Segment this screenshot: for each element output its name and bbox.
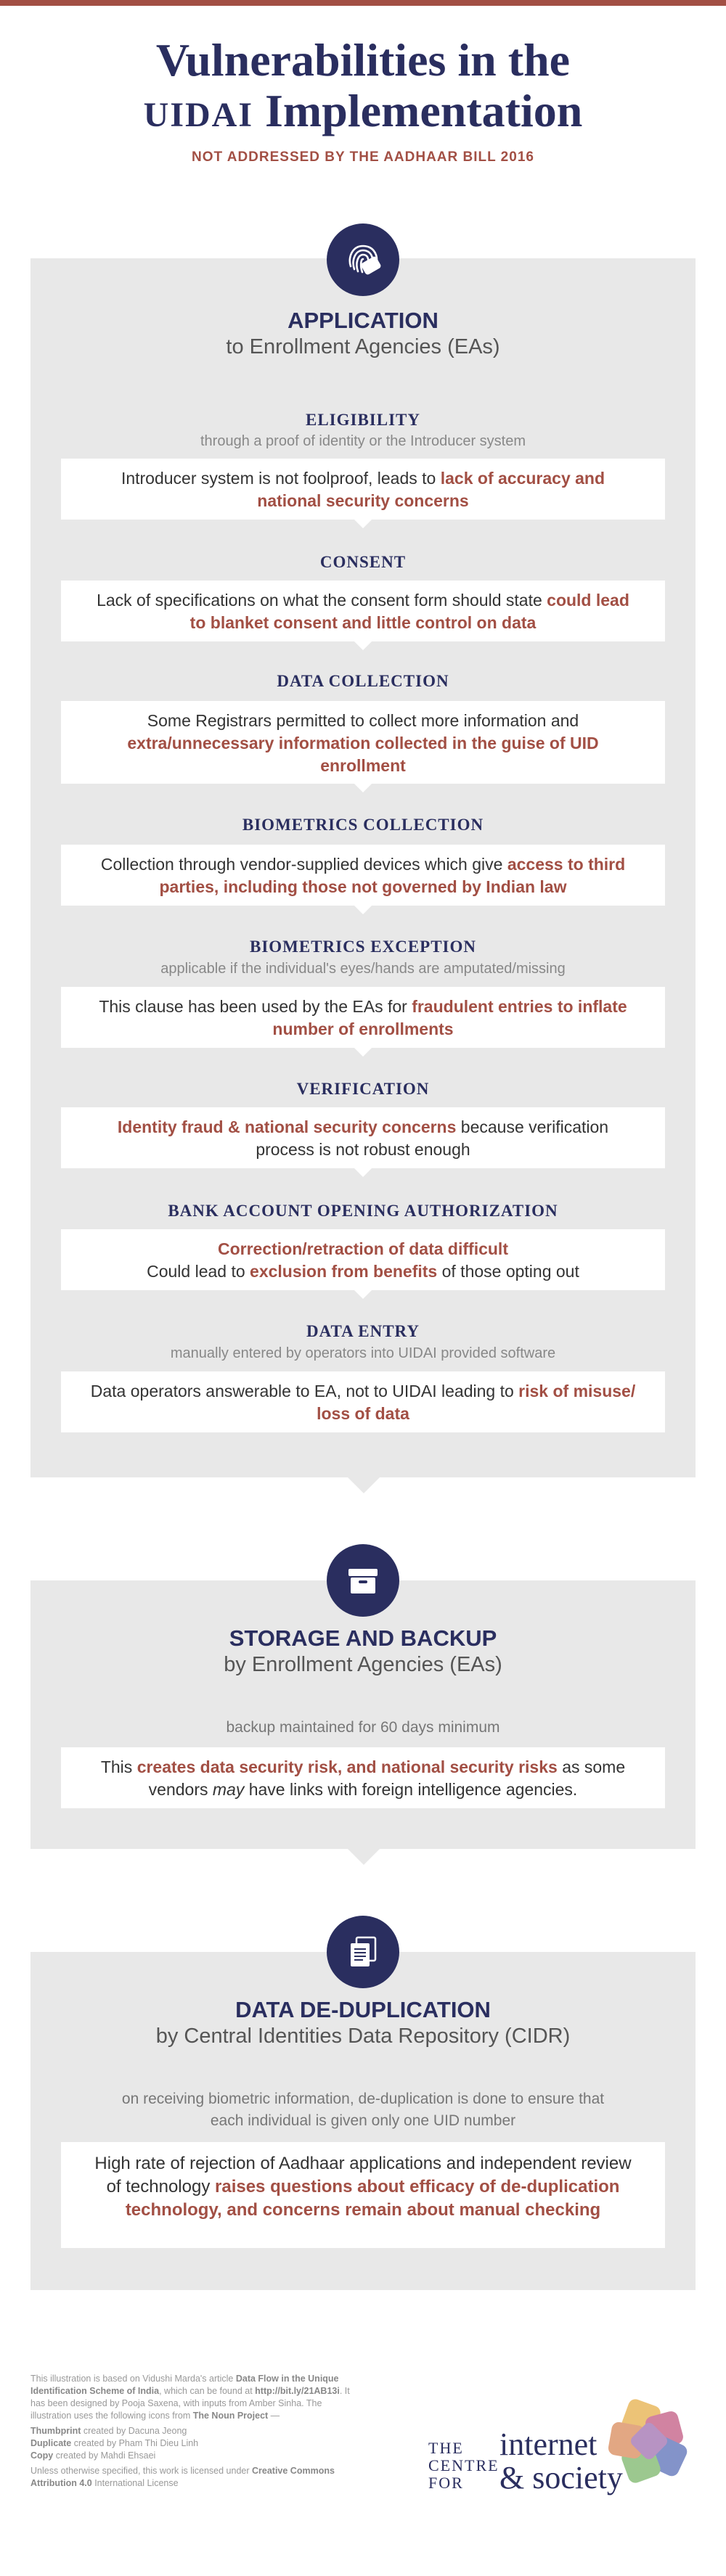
storage-text-3: have links with foreign intelligence age… [244, 1780, 578, 1799]
storage-emphasis: may [212, 1780, 245, 1799]
consent-highlight: could lead to blanket consent and little… [189, 591, 629, 632]
dedup-subtitle: by Central Identities Data Repository (C… [155, 2025, 571, 2048]
storage-note: backup maintained for 60 days minimum [226, 1719, 500, 1736]
eligibility-box: Introducer system is not foolproof, lead… [61, 459, 665, 520]
biometrics-exception-box: This clause has been used by the EAs for… [61, 987, 665, 1048]
data-entry-note: manually entered by operators into UIDAI… [170, 1345, 556, 1361]
biometrics-exception-highlight: fraudulent entries to inflate number of … [272, 997, 627, 1038]
footer-icon-credits: Thumbprint created by Dacuna Jeong Dupli… [30, 2426, 199, 2461]
eligibility-text: Introducer system is not foolproof, lead… [121, 469, 441, 488]
cis-logo-mark [608, 2399, 688, 2483]
cis-logo: THE CENTRE FOR internet & society [421, 2395, 697, 2525]
dedup-note-line-1: on receiving biometric information, de-d… [121, 2091, 605, 2107]
dedup-box: High rate of rejection of Aadhaar applic… [61, 2142, 665, 2248]
bank-account-box-notch [354, 1290, 372, 1299]
data-collection-heading: DATA COLLECTION [277, 672, 449, 690]
bank-account-text-2: of those opting out [437, 1262, 579, 1281]
storage-panel [30, 1580, 696, 1849]
biometrics-exception-note: applicable if the individual's eyes/hand… [160, 961, 566, 977]
cis-logo-wordmark: internet & society [499, 2427, 623, 2495]
consent-heading: CONSENT [319, 553, 407, 571]
dedup-note-line-2: each individual is given only one UID nu… [210, 2112, 516, 2129]
archive-box-icon [327, 1544, 399, 1617]
title-uidai: UIDAI [143, 96, 254, 134]
title-implementation: Implementation [253, 85, 583, 136]
eligibility-highlight: lack of accuracy and national security c… [257, 469, 605, 510]
application-title: APPLICATION [287, 308, 439, 333]
biometrics-collection-box-notch [354, 906, 372, 914]
biometrics-collection-highlight: access to third parties, including those… [159, 855, 626, 896]
verification-box: Identity fraud & national security conce… [61, 1107, 665, 1168]
dedup-highlight: raises questions about efficacy of de-du… [125, 2177, 620, 2220]
verification-highlight: Identity fraud & national security conce… [117, 1117, 457, 1136]
verification-heading: VERIFICATION [296, 1080, 430, 1098]
biometrics-exception-heading: BIOMETRICS EXCEPTION [249, 938, 477, 956]
storage-highlight: creates data security risk, and national… [136, 1757, 558, 1776]
dedup-title: DATA DE-DUPLICATION [235, 1997, 491, 2022]
top-accent-bar [0, 0, 726, 6]
data-entry-highlight: risk of misuse/ loss of data [317, 1382, 636, 1423]
fingerprint-icon [327, 223, 399, 296]
footer-description: This illustration is based on Vidushi Ma… [30, 2374, 350, 2421]
biometrics-exception-box-notch [354, 1048, 372, 1057]
bank-account-text: Could lead to [147, 1262, 250, 1281]
biometrics-collection-heading: BIOMETRICS COLLECTION [242, 816, 484, 834]
bank-account-heading: BANK ACCOUNT OPENING AUTHORIZATION [168, 1202, 558, 1220]
page-title: Vulnerabilities in the UIDAI Implementat… [0, 35, 726, 141]
data-collection-text: Some Registrars permitted to collect mor… [147, 711, 579, 730]
dedup-note: on receiving biometric information, de-d… [0, 2088, 726, 2132]
data-entry-heading: DATA ENTRY [306, 1322, 420, 1340]
eligibility-note: through a proof of identity or the Intro… [200, 433, 526, 449]
verification-text: because verification process is not robu… [256, 1117, 609, 1159]
page-subtitle: NOT ADDRESSED BY THE AADHAAR BILL 2016 [192, 149, 534, 165]
data-entry-text: Data operators answerable to EA, not to … [90, 1382, 519, 1400]
bank-account-highlight: Correction/retraction of data difficult [218, 1239, 508, 1258]
storage-subtitle: by Enrollment Agencies (EAs) [224, 1653, 502, 1676]
application-panel-notch [348, 1477, 380, 1493]
biometrics-collection-box: Collection through vendor-supplied devic… [61, 845, 665, 906]
data-entry-box: Data operators answerable to EA, not to … [61, 1371, 665, 1432]
title-line-2: UIDAI Implementation [0, 86, 726, 141]
storage-title: STORAGE AND BACKUP [229, 1625, 497, 1651]
footer-license: Unless otherwise specified, this work is… [30, 2466, 335, 2488]
storage-box: This creates data security risk, and nat… [61, 1747, 665, 1808]
footer-credits: This illustration is based on Vidushi Ma… [30, 2373, 350, 2493]
title-line-1: Vulnerabilities in the [155, 34, 571, 86]
dedup-text: High rate of rejection of Aadhaar applic… [94, 2154, 632, 2196]
verification-box-notch [354, 1168, 372, 1177]
bank-account-highlight-2: exclusion from benefits [250, 1262, 438, 1281]
storage-panel-notch [348, 1849, 380, 1865]
duplicate-documents-icon [327, 1916, 399, 1988]
consent-box: Lack of specifications on what the conse… [61, 581, 665, 641]
data-collection-box: Some Registrars permitted to collect mor… [61, 701, 665, 784]
eligibility-heading: ELIGIBILITY [305, 411, 420, 429]
storage-text: This [100, 1757, 137, 1776]
application-subtitle: to Enrollment Agencies (EAs) [226, 335, 500, 358]
biometrics-collection-text: Collection through vendor-supplied devic… [100, 855, 507, 874]
storage-text-2: as some vendors [148, 1757, 626, 1799]
data-collection-box-notch [354, 784, 372, 792]
data-collection-highlight: extra/unnecessary information collected … [127, 734, 599, 775]
eligibility-box-notch [354, 520, 372, 528]
bank-account-box: Correction/retraction of data difficult … [61, 1229, 665, 1290]
consent-box-notch [354, 641, 372, 650]
biometrics-exception-text: This clause has been used by the EAs for [99, 997, 412, 1016]
footer-link[interactable]: http://bit.ly/21AB13i [255, 2386, 340, 2396]
cis-logo-the: THE CENTRE FOR [428, 2439, 499, 2492]
consent-text: Lack of specifications on what the conse… [97, 591, 547, 610]
